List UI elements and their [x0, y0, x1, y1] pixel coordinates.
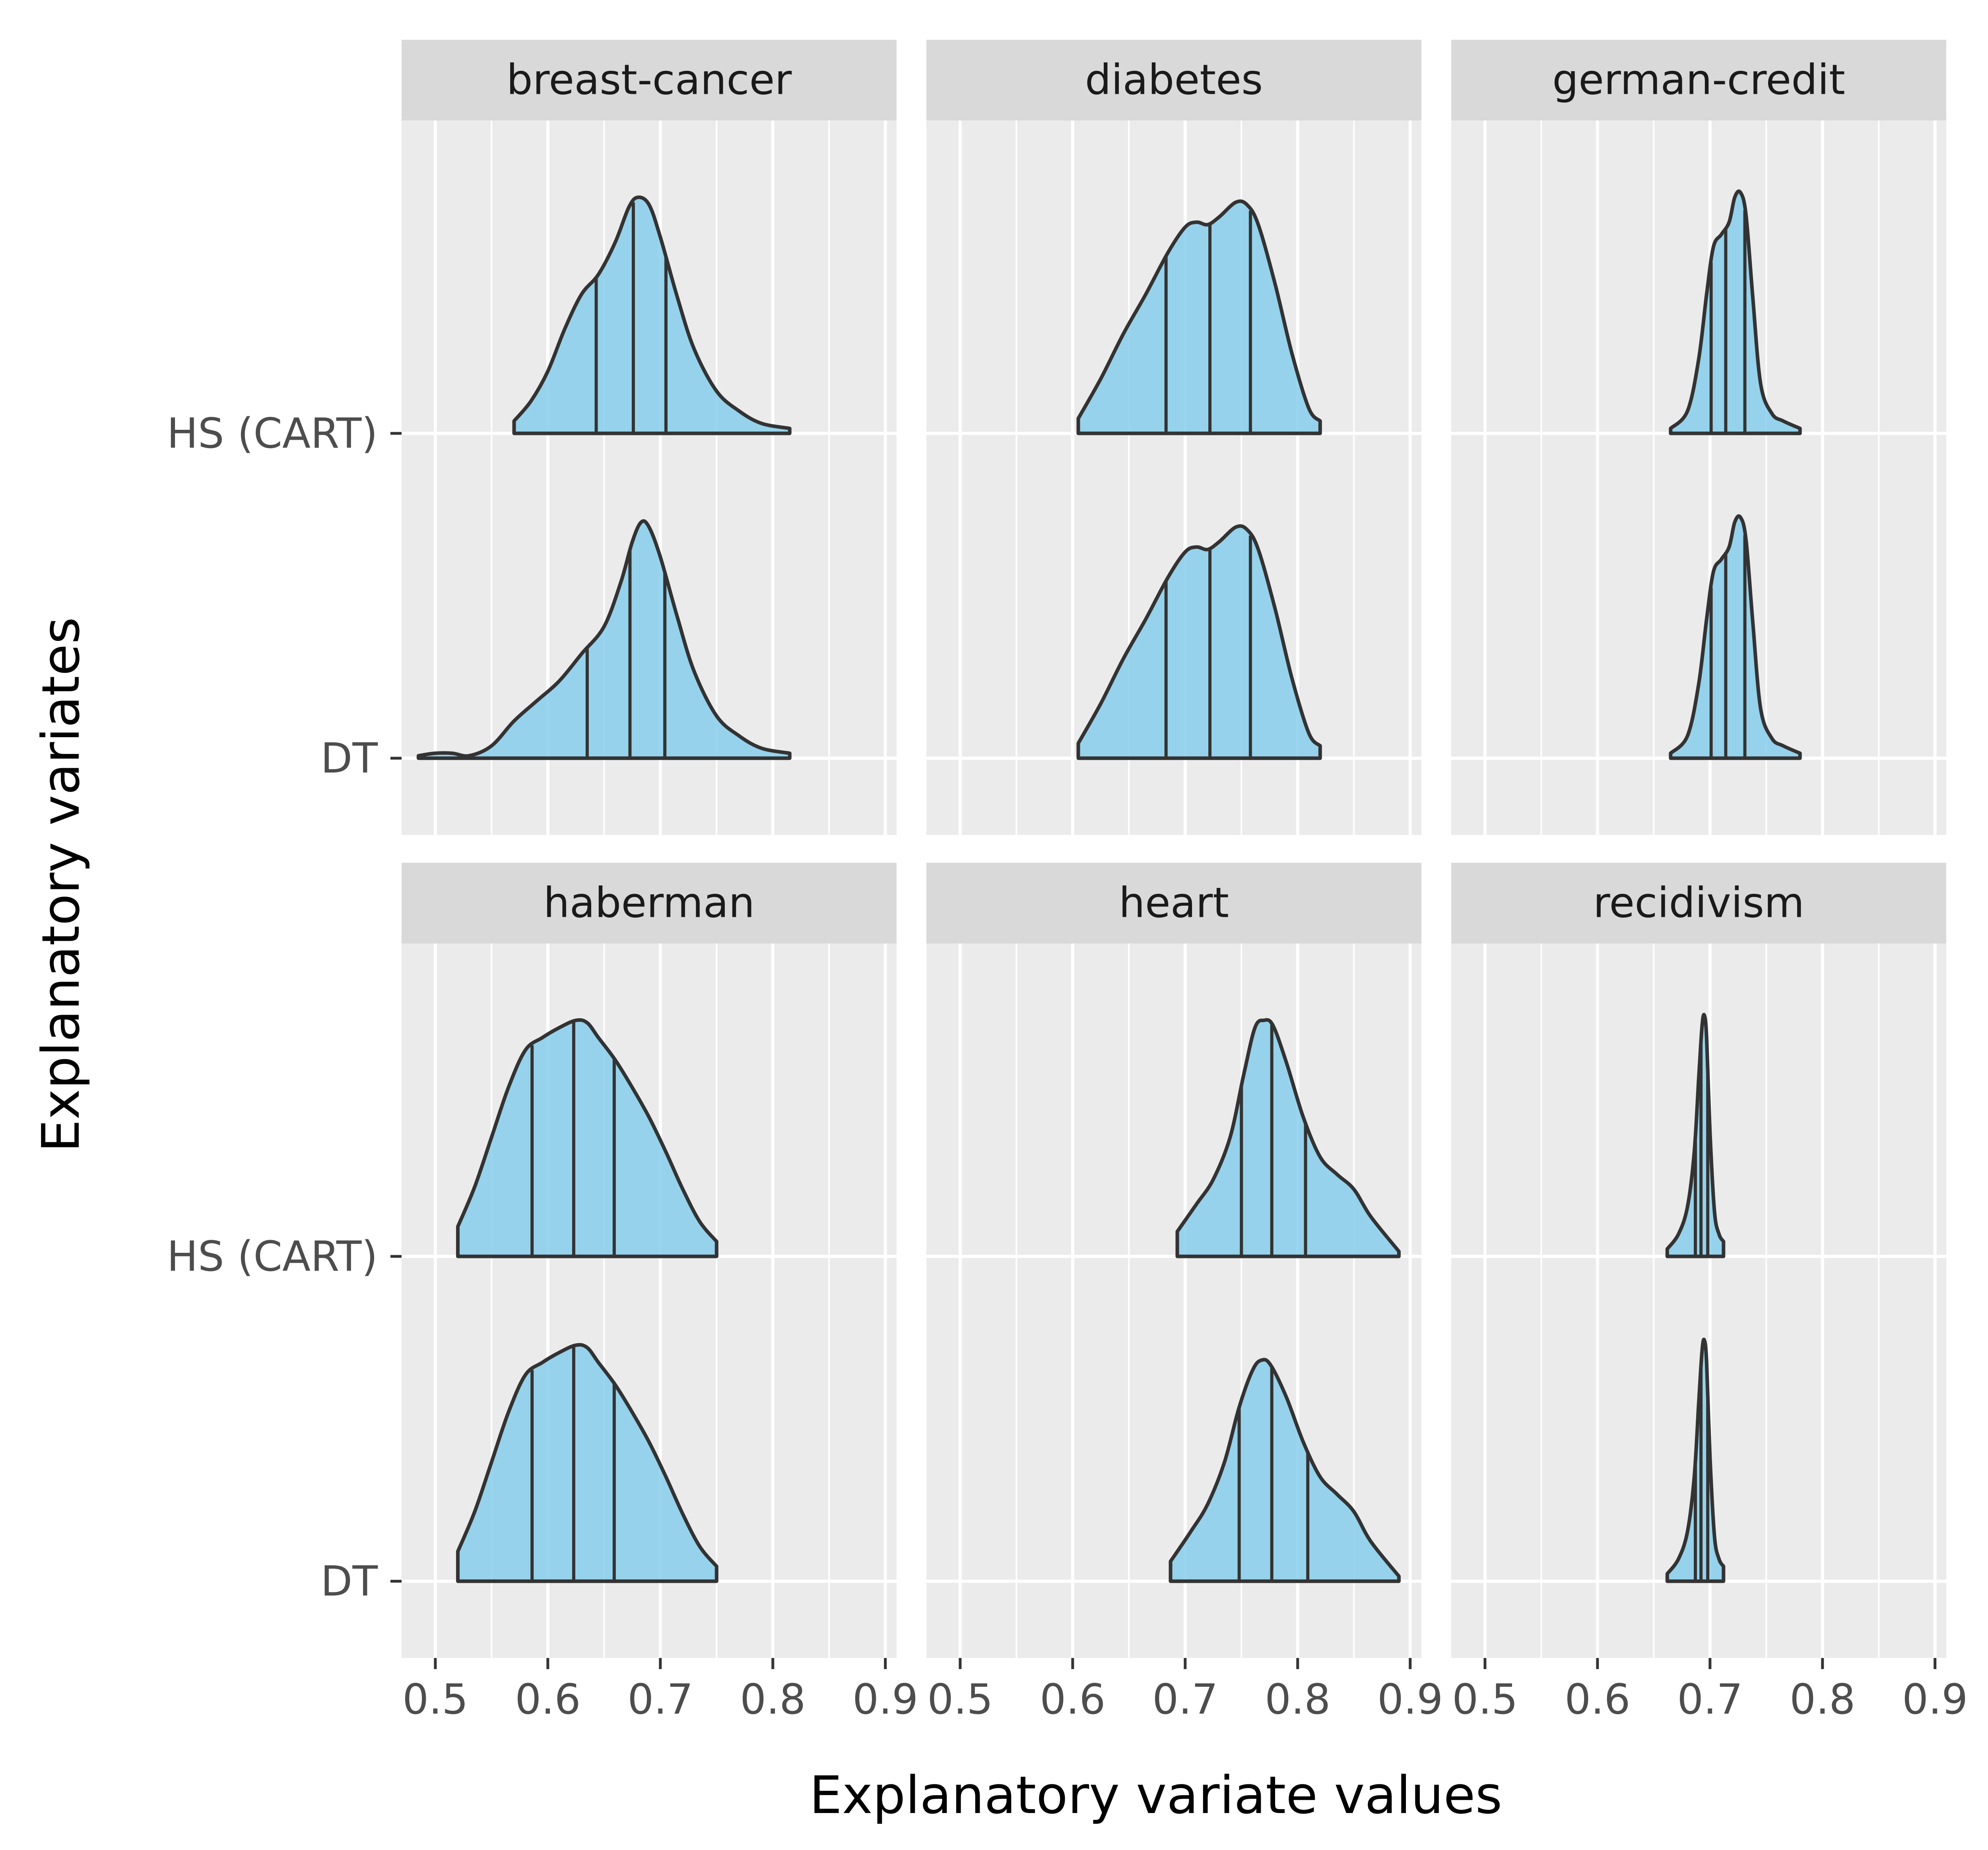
density-ridge-hs-cart — [512, 195, 792, 435]
panel-recidivism: recidivism 0.5 0.6 0.7 0.8 0.9 — [1451, 863, 1968, 1724]
x-tick-label: 0.9 — [852, 1675, 918, 1724]
panel-title: haberman — [544, 879, 755, 927]
panel-title: breast-cancer — [507, 56, 792, 104]
x-tick-label: 0.6 — [1040, 1675, 1105, 1724]
panels-layer: breast-cancer HS (CART) DT diabetes german-c… — [167, 40, 1968, 1724]
density-ridge-dt — [1665, 1338, 1726, 1583]
y-tick-label: HS (CART) — [167, 1232, 378, 1281]
y-tick-label: DT — [320, 734, 378, 782]
density-ridge-dt — [1669, 514, 1802, 760]
x-tick-label: 0.9 — [1902, 1675, 1968, 1724]
panel-strip — [1451, 863, 1946, 943]
x-tick-label: 0.7 — [627, 1675, 693, 1724]
x-tick-label: 0.5 — [402, 1675, 468, 1724]
panel-strip — [926, 40, 1421, 120]
y-axis-title: Explanatory variates — [31, 617, 91, 1152]
x-tick-label: 0.8 — [1265, 1675, 1330, 1724]
panel-breast-cancer: breast-cancer HS (CART) DT — [167, 40, 897, 835]
y-tick-label: DT — [320, 1557, 378, 1605]
panel-strip — [402, 863, 897, 943]
x-tick-label: 0.9 — [1377, 1675, 1443, 1724]
density-ridge-dt — [1076, 524, 1322, 760]
panel-title: recidivism — [1593, 879, 1804, 927]
x-tick-label: 0.7 — [1152, 1675, 1218, 1724]
density-ridge-dt — [456, 1343, 718, 1583]
x-tick-label: 0.7 — [1677, 1675, 1743, 1724]
x-tick-label: 0.8 — [740, 1675, 806, 1724]
x-tick-label: 0.6 — [515, 1675, 580, 1724]
y-tick-label: HS (CART) — [167, 409, 378, 458]
density-ridge-dt — [416, 519, 792, 760]
panel-title: heart — [1119, 879, 1229, 927]
panel-strip — [926, 863, 1421, 943]
density-ridge-hs-cart — [1665, 1013, 1726, 1258]
panel-german-credit: german-credit — [1451, 40, 1946, 835]
x-tick-label: 0.8 — [1790, 1675, 1855, 1724]
density-ridge-hs-cart — [1669, 189, 1802, 435]
x-tick-label: 0.6 — [1565, 1675, 1630, 1724]
density-ridge-hs-cart — [456, 1018, 718, 1258]
density-ridge-hs-cart — [1076, 199, 1322, 435]
panel-heart: heart 0.5 0.6 0.7 0.8 0.9 — [926, 863, 1443, 1724]
density-ridge-dt — [1169, 1358, 1401, 1583]
panel-strip — [1451, 40, 1946, 120]
panel-strip — [402, 40, 897, 120]
x-tick-label: 0.5 — [927, 1675, 993, 1724]
x-axis-title: Explanatory variate values — [810, 1765, 1503, 1825]
panel-haberman: haberman 0.5 0.6 0.7 0.8 0.9 HS (CART) DT — [167, 863, 918, 1724]
x-tick-label: 0.5 — [1452, 1675, 1518, 1724]
panel-diabetes: diabetes — [926, 40, 1421, 835]
panel-title: german-credit — [1552, 56, 1845, 104]
panel-title: diabetes — [1085, 56, 1263, 104]
